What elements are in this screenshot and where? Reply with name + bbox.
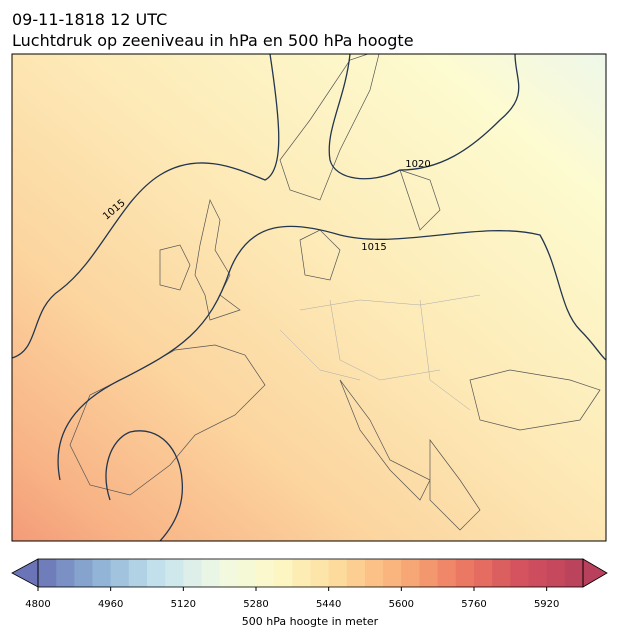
colorbar-segment <box>419 559 439 587</box>
colorbar-segment <box>292 559 311 587</box>
colorbar-segment <box>564 559 584 587</box>
subtitle: Luchtdruk op zeeniveau in hPa en 500 hPa… <box>12 31 414 50</box>
colorbar-segment <box>38 559 57 587</box>
colorbar-segment <box>183 559 202 587</box>
colorbar-segment <box>437 559 457 587</box>
colorbar-segment <box>274 559 293 587</box>
colorbar-tick-label: 5760 <box>461 599 486 610</box>
colorbar-segment <box>528 559 548 587</box>
colorbar-label: 500 hPa hoogte in meter <box>242 615 379 628</box>
colorbar-segment <box>256 559 275 587</box>
contour-label: 1020 <box>405 159 430 170</box>
isobar <box>12 54 280 359</box>
colorbar-segment <box>219 559 239 587</box>
colorbar-segment <box>201 559 221 587</box>
colorbar-segment <box>92 559 112 587</box>
colorbar-segment <box>128 559 148 587</box>
border <box>279 294 481 411</box>
height-field <box>12 54 606 541</box>
colorbar-segment <box>237 559 257 587</box>
colorbar-segment <box>510 559 529 587</box>
colorbar-segment <box>401 559 420 587</box>
colorbar-segment <box>455 559 475 587</box>
colorbar-segment <box>474 559 493 587</box>
colorbar-tick-label: 5120 <box>171 599 196 610</box>
colorbar-segment <box>147 559 166 587</box>
title: 09-11-1818 12 UTC <box>12 10 167 29</box>
colorbar-tick-label: 5440 <box>316 599 341 610</box>
colorbar-segment <box>346 559 366 587</box>
colorbar: 4800 4960 5120 5280 5440 5600 5760 5920 <box>11 558 608 610</box>
colorbar-extend-high <box>582 558 608 588</box>
map-frame <box>11 53 607 542</box>
colorbar-segment <box>56 559 75 587</box>
isobar <box>328 54 520 180</box>
colorbar-segment <box>110 559 130 587</box>
colorbar-tick-label: 4960 <box>98 599 123 610</box>
colorbar-tick-label: 4800 <box>25 599 50 610</box>
colorbar-segment <box>310 559 330 587</box>
colorbar-segment <box>365 559 384 587</box>
map <box>12 54 606 541</box>
colorbar-segment <box>383 559 402 587</box>
colorbar-segment <box>74 559 93 587</box>
colorbar-segment <box>165 559 184 587</box>
colorbar-extend-low <box>11 558 39 588</box>
isobar <box>105 430 184 541</box>
colorbar-tick-label: 5920 <box>534 599 559 610</box>
colorbar-segment <box>546 559 566 587</box>
coastline <box>69 54 601 531</box>
colorbar-frame <box>37 558 584 588</box>
colorbar-segment <box>328 559 348 587</box>
contour-label: 1015 <box>361 242 386 253</box>
colorbar-segment <box>492 559 511 587</box>
colorbar-tick-label: 5600 <box>389 599 414 610</box>
isobar <box>57 225 606 481</box>
colorbar-tick-label: 5280 <box>243 599 268 610</box>
